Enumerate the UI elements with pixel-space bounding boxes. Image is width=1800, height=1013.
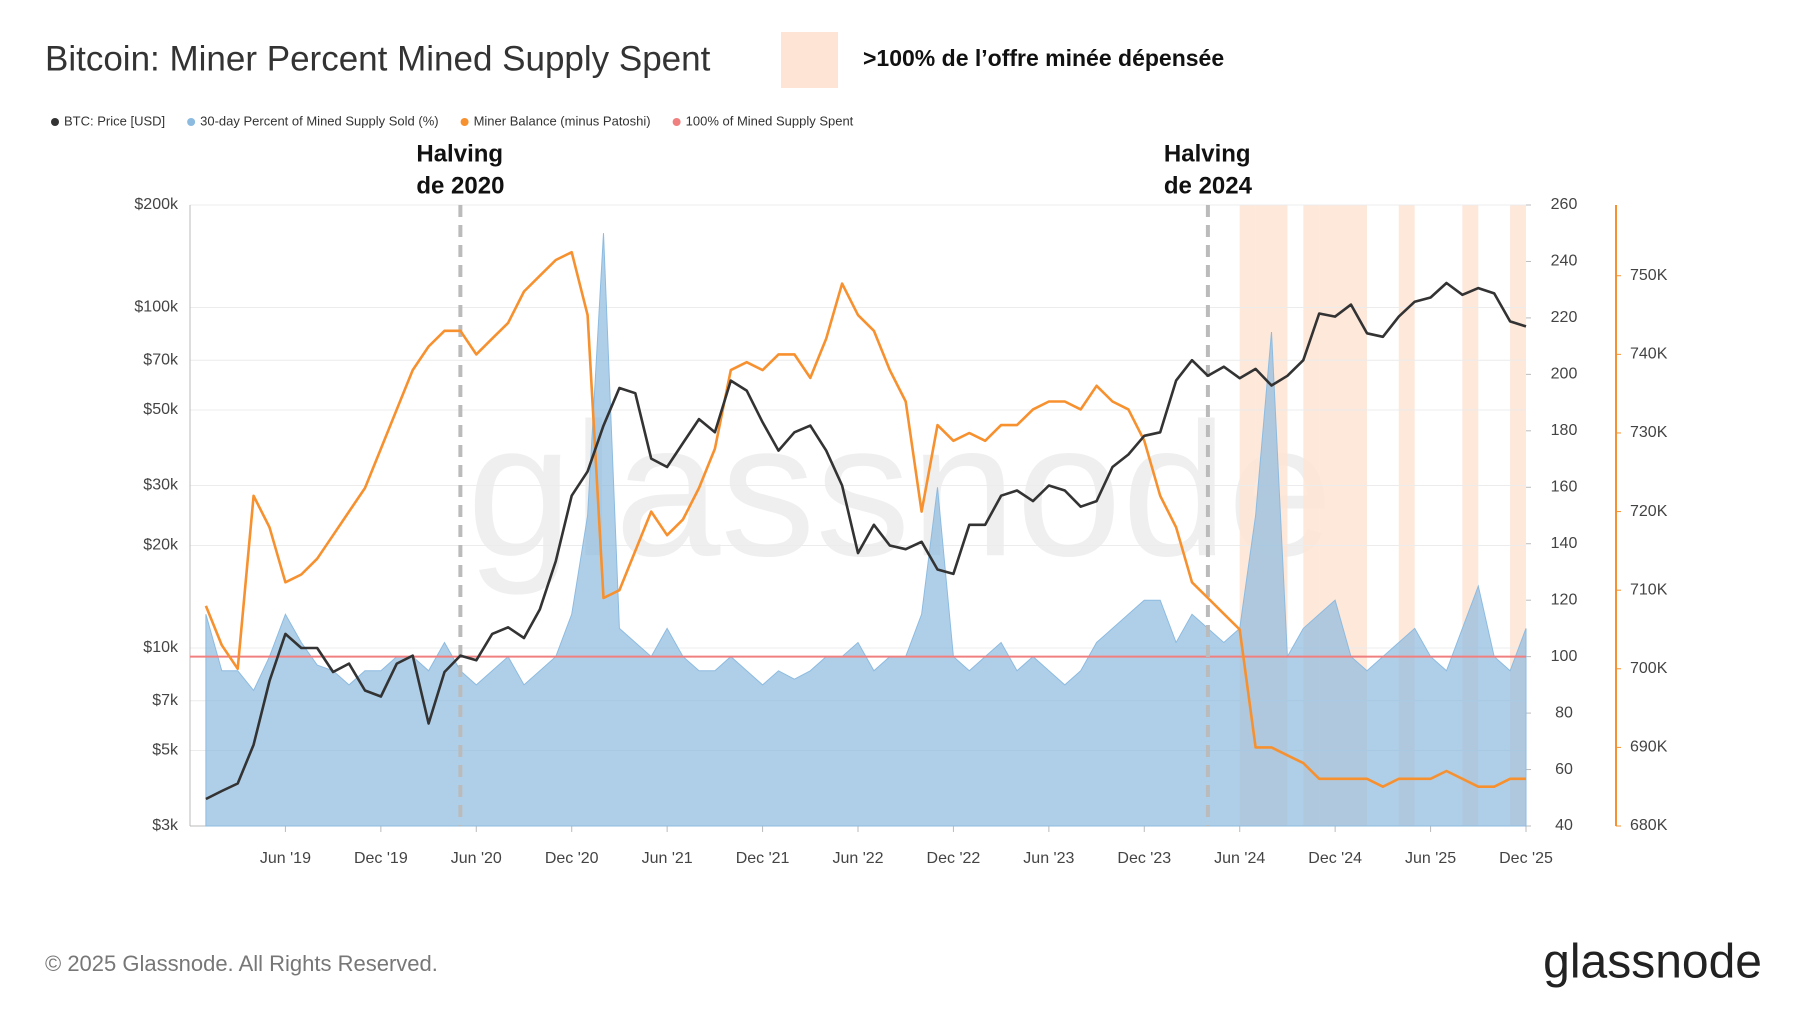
- legend-label: Miner Balance (minus Patoshi): [474, 113, 651, 128]
- x-tick-label: Dec '21: [736, 850, 790, 867]
- y2-tick-label: 220: [1551, 309, 1578, 326]
- x-tick-label: Jun '25: [1405, 850, 1456, 867]
- x-tick-label: Dec '22: [927, 850, 981, 867]
- x-tick-label: Jun '22: [832, 850, 883, 867]
- x-tick-label: Jun '19: [260, 850, 311, 867]
- legend-label: 30-day Percent of Mined Supply Sold (%): [200, 113, 438, 128]
- y-tick-label: $30k: [143, 477, 179, 494]
- y3-tick-label: 700K: [1630, 660, 1668, 677]
- highlight-swatch: [781, 32, 838, 88]
- y-tick-label: $7k: [152, 692, 179, 709]
- y2-tick-label: 240: [1551, 253, 1578, 270]
- y-tick-label: $100k: [134, 299, 179, 316]
- y2-tick-label: 80: [1555, 704, 1573, 721]
- legend-label: BTC: Price [USD]: [64, 113, 165, 128]
- x-tick-label: Jun '21: [642, 850, 693, 867]
- y3-tick-label: 690K: [1630, 739, 1668, 756]
- legend-dot: [672, 118, 681, 126]
- x-tick-label: Dec '20: [545, 850, 599, 867]
- y3-tick-label: 750K: [1630, 267, 1668, 284]
- footer: © 2025 Glassnode. All Rights Reserved.: [45, 951, 438, 976]
- y-tick-label: $3k: [152, 817, 179, 834]
- y2-tick-label: 100: [1551, 648, 1578, 665]
- x-tick-label: Jun '20: [451, 850, 502, 867]
- chart-title: Bitcoin: Miner Percent Mined Supply Spen…: [45, 39, 711, 78]
- line: [204, 250, 1526, 788]
- halving-label: Halving: [1164, 140, 1251, 167]
- x-tick-label: Dec '24: [1308, 850, 1362, 867]
- x-tick-label: Jun '23: [1023, 850, 1074, 867]
- halving-label: de 2024: [1164, 172, 1253, 199]
- x-tick-label: Dec '23: [1117, 850, 1171, 867]
- halving-label: de 2020: [416, 172, 504, 199]
- y-tick-label: $10k: [143, 639, 179, 656]
- legend-dot: [187, 118, 196, 126]
- y2-tick-label: 180: [1551, 422, 1578, 439]
- y3-tick-label: 720K: [1630, 503, 1668, 520]
- y2-tick-label: 140: [1551, 535, 1578, 552]
- y2-tick-label: 260: [1551, 196, 1578, 213]
- y3-tick-label: 740K: [1630, 346, 1668, 363]
- legend-label: 100% of Mined Supply Spent: [686, 113, 854, 128]
- y2-tick-label: 40: [1555, 817, 1573, 834]
- y2-tick-label: 200: [1551, 366, 1578, 383]
- legend-dot: [51, 118, 59, 126]
- legend-dot: [460, 118, 469, 126]
- y-tick-label: $5k: [152, 742, 179, 759]
- x-tick-label: Jun '24: [1214, 850, 1265, 867]
- y3-tick-label: 730K: [1630, 424, 1668, 441]
- y-tick-label: $20k: [143, 537, 179, 554]
- line: [205, 281, 1527, 801]
- y2-tick-label: 120: [1551, 591, 1578, 608]
- highlight-label: >100% de l’offre minée dépensée: [863, 45, 1224, 71]
- y-tick-label: $50k: [143, 401, 179, 418]
- y2-tick-label: 160: [1551, 478, 1578, 495]
- y3-tick-label: 710K: [1630, 581, 1668, 598]
- y2-tick-label: 60: [1555, 761, 1573, 778]
- x-tick-label: Dec '25: [1499, 850, 1553, 867]
- y-tick-label: $200k: [134, 196, 179, 213]
- x-tick-label: Dec '19: [354, 850, 408, 867]
- y-tick-label: $70k: [143, 351, 179, 368]
- logo: glassnode: [1543, 936, 1762, 989]
- halving-label: Halving: [416, 140, 503, 167]
- y3-tick-label: 680K: [1630, 817, 1668, 834]
